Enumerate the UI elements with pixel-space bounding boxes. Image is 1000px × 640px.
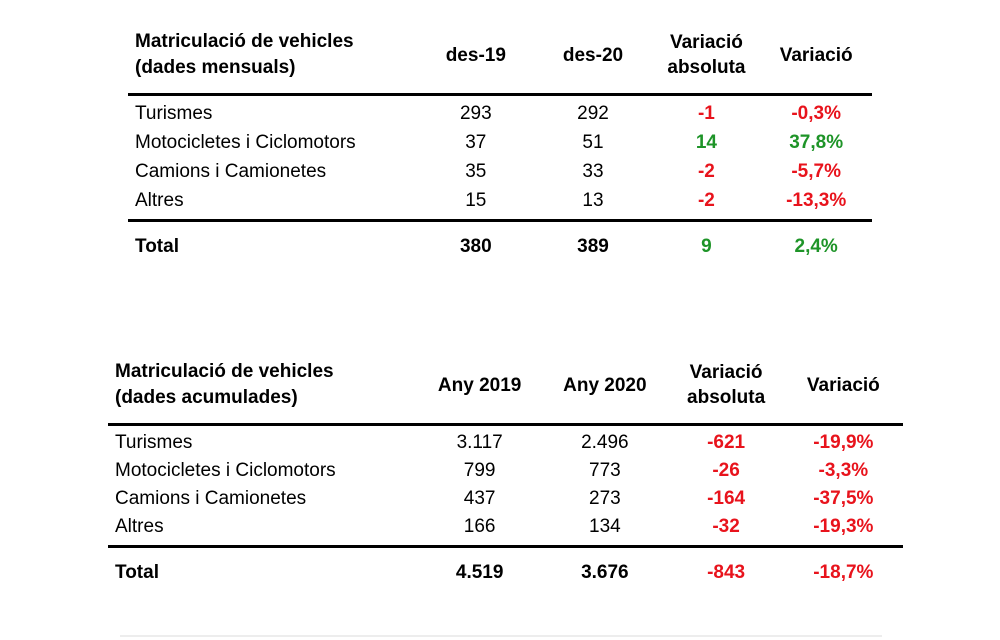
column-header-variacio-absoluta: Variació absoluta: [667, 32, 746, 78]
row-label: Turismes: [115, 432, 193, 453]
value-des-19: 37: [465, 131, 487, 153]
value-des-20: 13: [582, 189, 604, 211]
column-header-des-20: des-20: [562, 44, 624, 66]
value-variacio-pct: 37,8%: [789, 131, 844, 153]
cut-off-next-table-rule: [120, 635, 882, 637]
total-variacio-absoluta: 9: [701, 236, 712, 257]
table-title-line1: Matriculació de vehicles: [135, 31, 354, 52]
table-row-motocicletes: Motocicletes i Ciclomotors 799 773 -26 -…: [108, 457, 903, 485]
total-des-20: 389: [577, 236, 609, 257]
row-label: Altres: [135, 189, 184, 211]
value-variacio-absoluta: -1: [697, 102, 715, 124]
table-row-altres: Altres 166 134 -32 -19,3%: [108, 513, 903, 541]
column-header-variacio: Variació: [806, 374, 880, 396]
table-title: Matriculació de vehicles (dades mensuals…: [128, 29, 418, 81]
value-any-2019: 3.117: [456, 432, 503, 453]
value-variacio-pct: -19,9%: [813, 432, 874, 453]
value-des-20: 33: [582, 160, 604, 182]
value-any-2020: 773: [589, 460, 621, 481]
total-variacio-absoluta: -843: [707, 562, 746, 583]
column-header-variacio-absoluta: Variació absoluta: [687, 362, 766, 408]
row-label: Camions i Camionetes: [135, 160, 327, 182]
value-variacio-absoluta: -32: [712, 516, 740, 537]
value-des-20: 292: [577, 102, 609, 124]
table-row-altres: Altres 15 13 -2 -13,3%: [128, 186, 872, 215]
total-any-2020: 3.676: [581, 562, 629, 583]
total-label: Total: [135, 236, 179, 257]
table-body: Turismes 293 292 -1 -0,3% Motocicletes i…: [128, 96, 872, 222]
value-any-2020: 2.496: [581, 432, 629, 453]
value-variacio-pct: -3,3%: [818, 460, 869, 481]
total-label: Total: [115, 562, 159, 583]
total-variacio-pct: -18,7%: [813, 562, 874, 583]
table-header-row: Matriculació de vehicles (dades mensuals…: [128, 24, 872, 96]
table-total-row: Total 380 389 9 2,4%: [128, 222, 872, 262]
value-des-19: 35: [465, 160, 487, 182]
table-row-camions: Camions i Camionetes 35 33 -2 -5,7%: [128, 157, 872, 186]
row-label: Camions i Camionetes: [115, 488, 307, 509]
table-row-turismes: Turismes 3.117 2.496 -621 -19,9%: [108, 429, 903, 457]
value-variacio-pct: -0,3%: [791, 102, 841, 124]
value-variacio-absoluta: -164: [707, 488, 746, 509]
value-variacio-absoluta: -621: [707, 432, 746, 453]
table-title-line2: (dades mensuals): [135, 57, 296, 78]
value-variacio-absoluta: -26: [712, 460, 740, 481]
total-des-19: 380: [459, 236, 492, 257]
table-title-line2: (dades acumulades): [115, 387, 298, 408]
value-des-19: 293: [459, 102, 492, 124]
table-body: Turismes 3.117 2.496 -621 -19,9% Motocic…: [108, 426, 903, 548]
value-variacio-pct: -13,3%: [786, 189, 847, 211]
table-row-turismes: Turismes 293 292 -1 -0,3%: [128, 99, 872, 128]
table-title-line1: Matriculació de vehicles: [115, 361, 334, 382]
value-any-2020: 273: [589, 488, 621, 509]
value-variacio-pct: -5,7%: [791, 160, 841, 182]
value-any-2020: 134: [589, 516, 621, 537]
total-any-2019: 4.519: [455, 562, 504, 583]
value-variacio-absoluta: 14: [695, 131, 717, 153]
table-title: Matriculació de vehicles (dades acumulad…: [108, 359, 418, 411]
value-any-2019: 437: [463, 488, 496, 509]
row-label: Turismes: [135, 102, 213, 124]
table-row-camions: Camions i Camionetes 437 273 -164 -37,5%: [108, 485, 903, 513]
column-header-des-19: des-19: [445, 44, 506, 66]
value-any-2019: 166: [463, 516, 496, 537]
value-variacio-pct: -37,5%: [813, 488, 874, 509]
row-label: Altres: [115, 516, 164, 537]
value-des-20: 51: [582, 131, 604, 153]
column-header-any-2019: Any 2019: [437, 374, 522, 396]
value-any-2019: 799: [463, 460, 496, 481]
table-header-row: Matriculació de vehicles (dades acumulad…: [108, 354, 903, 426]
row-label: Motocicletes i Ciclomotors: [115, 460, 336, 481]
monthly-registrations-table: Matriculació de vehicles (dades mensuals…: [128, 24, 872, 262]
value-des-19: 15: [465, 189, 487, 211]
value-variacio-absoluta: -2: [697, 189, 715, 211]
value-variacio-pct: -19,3%: [813, 516, 874, 537]
column-header-any-2020: Any 2020: [563, 374, 647, 396]
row-label: Motocicletes i Ciclomotors: [135, 131, 356, 153]
column-header-variacio: Variació: [779, 44, 853, 66]
table-total-row: Total 4.519 3.676 -843 -18,7%: [108, 548, 903, 588]
value-variacio-absoluta: -2: [697, 160, 715, 182]
table-row-motocicletes: Motocicletes i Ciclomotors 37 51 14 37,8…: [128, 128, 872, 157]
total-variacio-pct: 2,4%: [794, 236, 838, 257]
accumulated-registrations-table: Matriculació de vehicles (dades acumulad…: [108, 354, 903, 588]
